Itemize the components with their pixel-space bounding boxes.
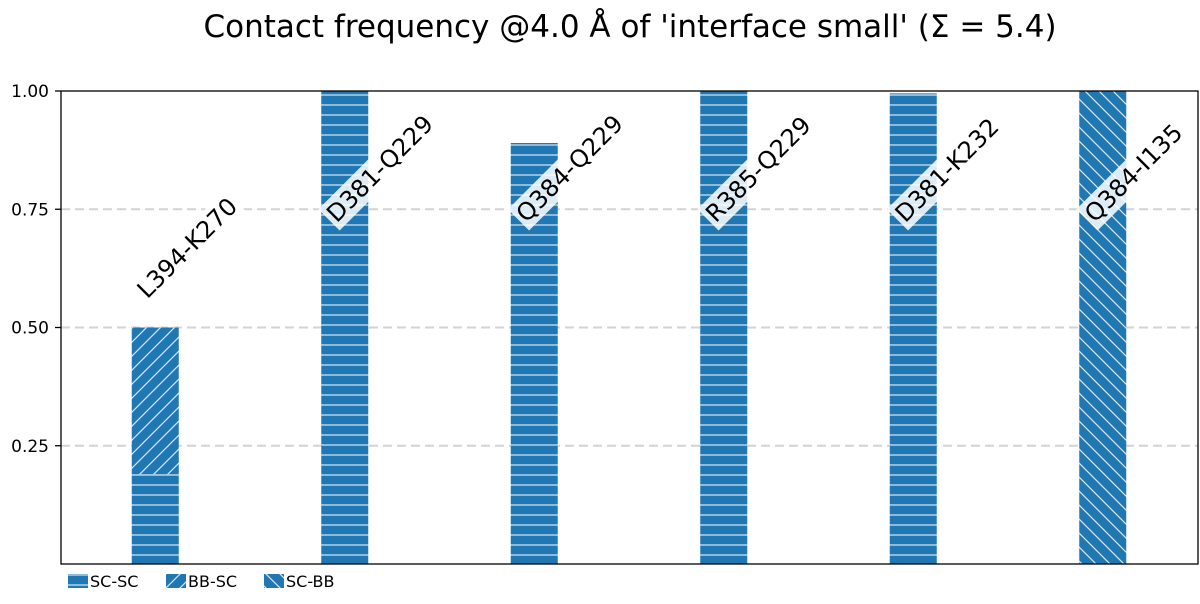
bar-sc-bb-q384-i135	[1079, 91, 1127, 564]
bar-sc-sc-d381-k232	[889, 93, 937, 565]
bar-label-background	[886, 109, 1008, 231]
bar-label-background	[507, 106, 632, 231]
bar-sc-sc-d381-q229	[321, 91, 369, 564]
bar-bb-sc-l394-k270	[131, 327, 179, 475]
gridlines	[61, 208, 1198, 447]
y-tick-label: 0.75	[11, 200, 49, 220]
axes: 0.25 0.50 0.75 1.00	[11, 82, 1199, 565]
y-tick-label: 0.25	[11, 437, 49, 457]
bar-label-background	[128, 189, 246, 307]
legend-label: SC-SC	[90, 572, 138, 591]
chart-title: Contact frequency @4.0 Å of 'interface s…	[203, 9, 1056, 45]
legend-label: BB-SC	[188, 572, 237, 591]
bar-label-background	[1076, 115, 1192, 231]
y-tick-label: 1.00	[11, 82, 49, 102]
bar-sc-sc-r385-q229	[700, 91, 748, 564]
legend-label: SC-BB	[286, 572, 334, 591]
legend: SC-SC BB-SC SC-BB	[68, 572, 334, 591]
y-tick-label: 0.50	[11, 319, 49, 339]
bar-label-background	[697, 108, 820, 231]
legend-swatch-sc-sc	[68, 574, 88, 588]
bar-sc-sc-l394-k270	[131, 474, 179, 564]
legend-swatch-bb-sc	[166, 574, 186, 588]
legend-swatch-sc-bb	[264, 574, 284, 588]
bar-label-background	[318, 107, 442, 231]
